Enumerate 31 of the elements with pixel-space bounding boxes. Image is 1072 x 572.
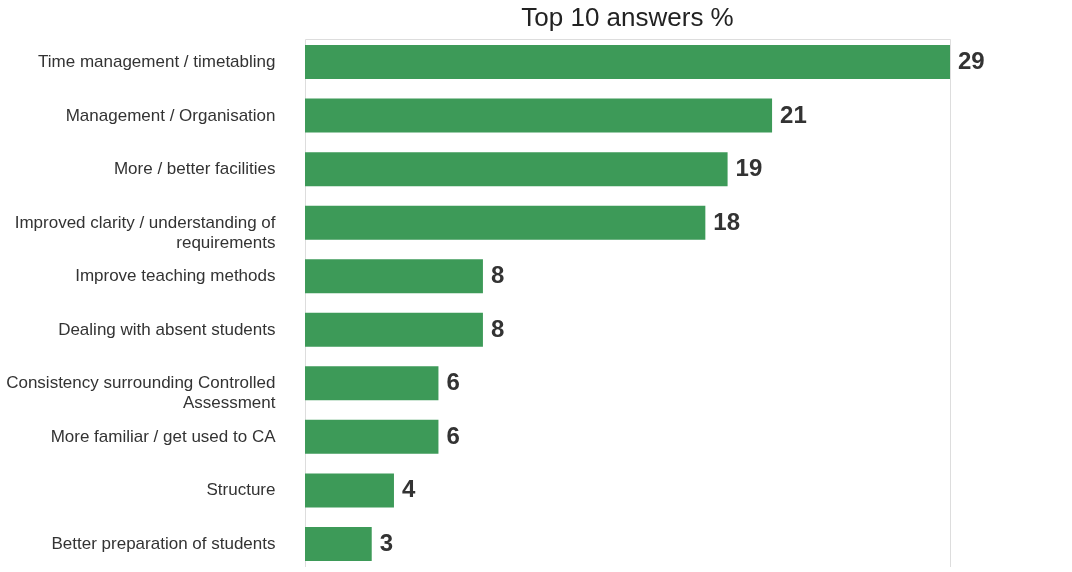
data-label: 8 bbox=[490, 261, 505, 289]
data-label: 6 bbox=[446, 421, 460, 449]
y-tick-label: Improve teaching methods bbox=[75, 266, 276, 286]
y-tick-label: More familiar / get used to CA bbox=[50, 426, 277, 446]
y-tick-label: Improved clarity / understanding of requirements bbox=[14, 212, 276, 252]
bar bbox=[305, 312, 483, 347]
bar bbox=[305, 419, 439, 454]
data-label: 21 bbox=[780, 100, 807, 128]
data-label: 3 bbox=[379, 528, 394, 556]
y-tick-label: More / better facilities bbox=[113, 159, 276, 179]
y-tick-label: Time management / timetabling bbox=[38, 52, 276, 72]
y-tick-label: Management / Organisation bbox=[65, 105, 276, 125]
bar bbox=[305, 473, 394, 508]
bar bbox=[305, 205, 706, 240]
y-tick-label: Better preparation of students bbox=[51, 533, 276, 553]
chart-title: Top 10 answers % bbox=[521, 2, 734, 32]
y-tick-label: Consistency surrounding Controlled Assessment bbox=[6, 373, 276, 413]
data-label: 19 bbox=[735, 154, 763, 182]
bar bbox=[305, 526, 372, 561]
y-tick-label: Structure bbox=[206, 480, 276, 500]
bar bbox=[305, 152, 728, 187]
bar bbox=[305, 45, 950, 80]
y-tick-label: Dealing with absent students bbox=[58, 319, 276, 339]
data-label: 6 bbox=[446, 368, 460, 396]
data-label: 18 bbox=[713, 207, 741, 235]
data-label: 29 bbox=[958, 47, 985, 75]
bar bbox=[305, 259, 483, 294]
bar bbox=[305, 366, 439, 401]
data-label: 8 bbox=[490, 314, 505, 342]
bar bbox=[305, 98, 773, 133]
data-label: 4 bbox=[401, 475, 416, 503]
